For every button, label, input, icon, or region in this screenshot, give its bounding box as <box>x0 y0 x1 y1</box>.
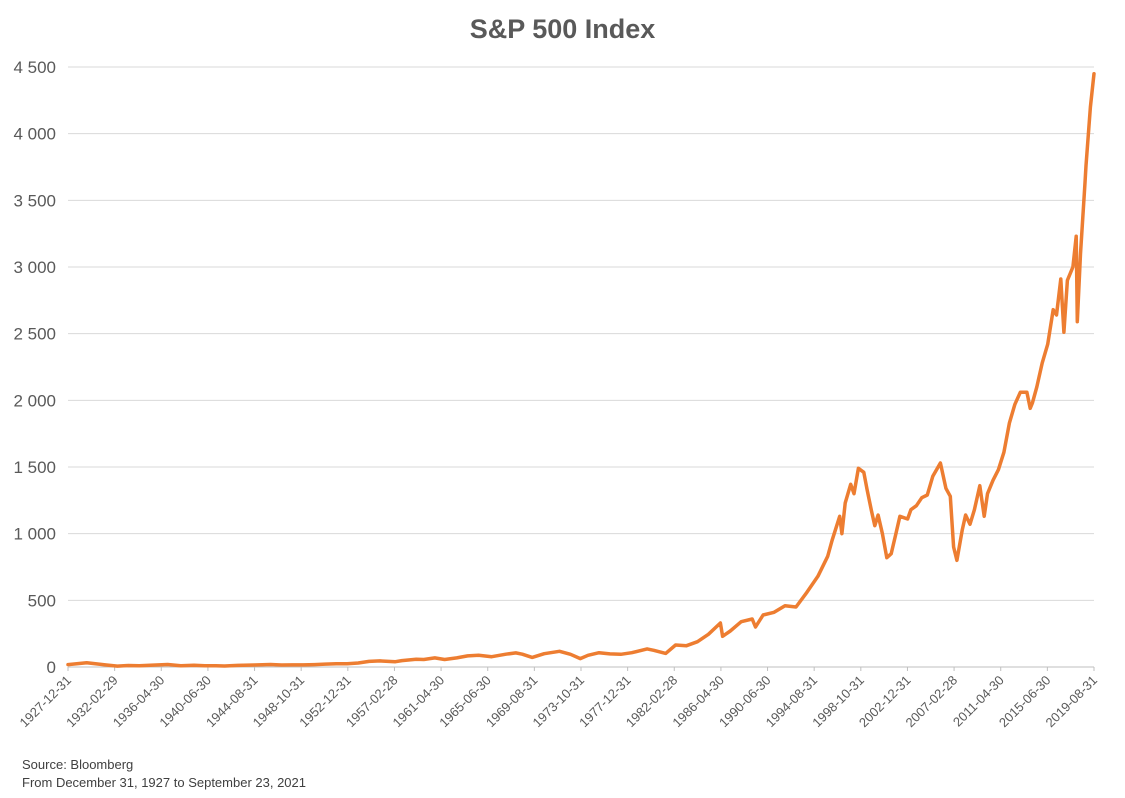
y-tick-label: 2 500 <box>13 325 56 344</box>
y-tick-label: 4 000 <box>13 125 56 144</box>
y-tick-label: 3 000 <box>13 258 56 277</box>
date-range-note: From December 31, 1927 to September 23, … <box>22 775 306 790</box>
chart-title: S&P 500 Index <box>469 14 656 44</box>
x-axis: 1927-12-311932-02-291936-04-301940-06-30… <box>16 667 1100 730</box>
y-tick-label: 500 <box>28 591 56 610</box>
series-group <box>66 71 1096 668</box>
y-tick-label: 2 000 <box>13 391 56 410</box>
gridlines <box>68 66 1094 668</box>
y-tick-label: 3 500 <box>13 191 56 210</box>
y-tick-label: 1 500 <box>13 458 56 477</box>
y-tick-label: 0 <box>47 658 56 677</box>
y-axis: 0 500 1 000 1 500 2 000 2 500 3 000 3 500 4 000 4… <box>13 58 56 677</box>
y-tick-label: 4 500 <box>13 58 56 77</box>
series-line <box>66 71 1096 668</box>
source-note: Source: Bloomberg <box>22 757 134 772</box>
y-tick-label: 1 000 <box>13 525 56 544</box>
